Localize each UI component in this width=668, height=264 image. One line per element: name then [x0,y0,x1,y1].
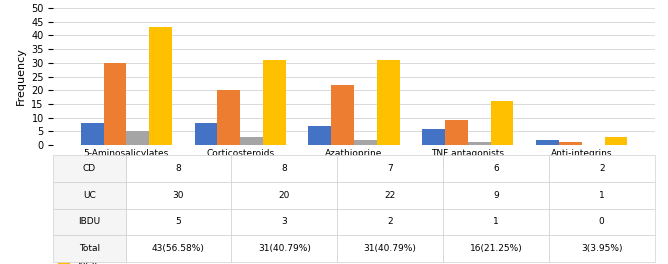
Bar [149,27,172,145]
Bar [445,120,468,145]
Bar [217,90,240,145]
Bar [81,123,104,145]
Bar [559,143,582,145]
Bar [194,123,217,145]
Bar [104,63,126,145]
Bar [377,60,399,145]
Y-axis label: Frequency: Frequency [15,48,25,106]
Bar [331,85,354,145]
Legend: CD, UC, IBDU, Total: CD, UC, IBDU, Total [58,225,98,264]
Bar [309,126,331,145]
Bar [240,137,263,145]
Bar [491,101,514,145]
Bar [536,140,559,145]
Bar [354,140,377,145]
Bar [468,143,491,145]
Bar [263,60,286,145]
Bar [422,129,445,145]
Bar [126,131,149,145]
Bar [605,137,627,145]
